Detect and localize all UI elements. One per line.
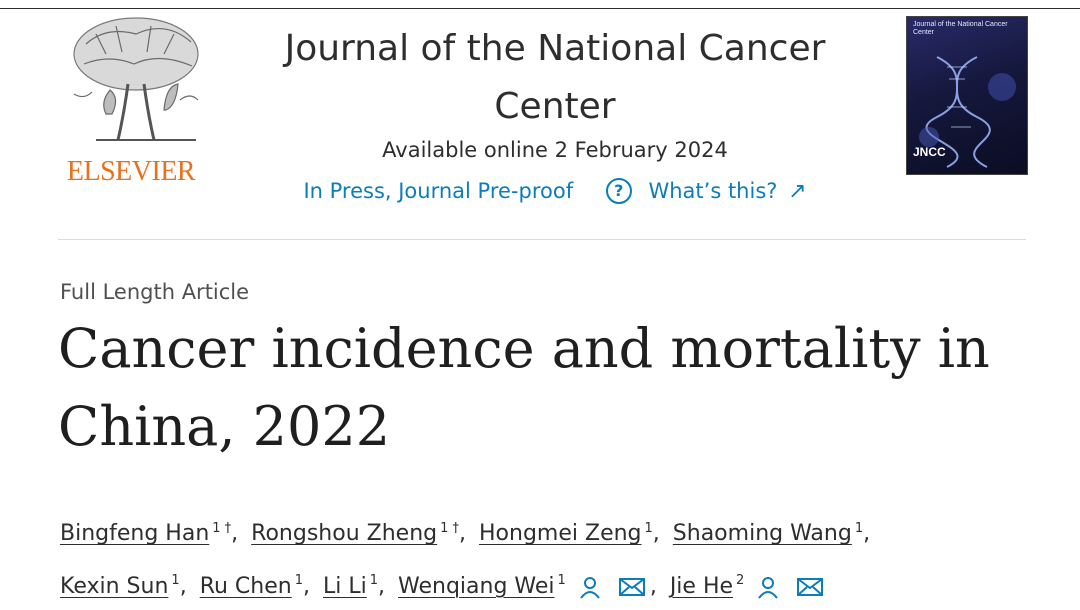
author-affiliation-marker[interactable]: 1 bbox=[171, 573, 180, 589]
author-link[interactable]: Jie He bbox=[669, 573, 734, 599]
separator: , bbox=[652, 521, 660, 547]
author-affiliation-marker[interactable]: 1 bbox=[854, 521, 864, 536]
author-affiliation-marker[interactable]: 1 bbox=[644, 521, 653, 536]
article-type: Full Length Article bbox=[60, 280, 250, 304]
separator: , bbox=[863, 521, 871, 547]
author-item: Ru Chen 1, bbox=[199, 573, 316, 599]
envelope-icon[interactable] bbox=[796, 576, 824, 598]
author-item: Hongmei Zeng 1, bbox=[479, 521, 666, 546]
journal-title[interactable]: Journal of the National Cancer Center bbox=[284, 28, 826, 127]
author-item: Bingfeng Han 1 †, bbox=[60, 521, 244, 546]
article-title: Cancer incidence and mortality in China,… bbox=[58, 317, 990, 458]
author-affiliation-marker[interactable]: 1 † bbox=[212, 521, 232, 536]
author-affiliation-marker[interactable]: 1 bbox=[369, 573, 379, 589]
elsevier-wordmark: ELSEVIER bbox=[66, 156, 196, 187]
status-row: In Press, Journal Pre-proof ? What’s thi… bbox=[255, 178, 855, 204]
author-item: Li Li 1, bbox=[323, 573, 391, 599]
author-link[interactable]: Kexin Sun bbox=[60, 573, 169, 599]
elsevier-logo[interactable]: ELSEVIER bbox=[56, 14, 206, 187]
author-link[interactable]: Hongmei Zeng bbox=[479, 521, 642, 547]
author-item: Shaoming Wang 1, bbox=[673, 521, 876, 546]
question-circle-icon[interactable]: ? bbox=[605, 178, 632, 204]
in-press-link[interactable]: In Press, Journal Pre-proof bbox=[303, 179, 574, 203]
author-affiliation-marker[interactable]: 2 bbox=[736, 573, 745, 589]
author-item: Wenqiang Wei 1 , bbox=[398, 573, 663, 600]
separator: , bbox=[303, 573, 310, 599]
tree-emblem-icon bbox=[73, 17, 199, 141]
person-icon[interactable] bbox=[755, 574, 781, 600]
author-link[interactable]: Ru Chen bbox=[199, 573, 292, 599]
top-rule bbox=[0, 8, 1080, 9]
author-affiliation-marker[interactable]: 1 bbox=[557, 573, 566, 589]
separator: , bbox=[649, 573, 657, 599]
journal-cover-thumbnail[interactable]: Journal of the National Cancer Center JN… bbox=[906, 16, 1028, 175]
dna-helix-art-icon bbox=[919, 56, 1016, 168]
separator: , bbox=[459, 521, 467, 547]
available-online-date: Available online 2 February 2024 bbox=[382, 138, 728, 162]
author-link[interactable]: Bingfeng Han bbox=[60, 521, 210, 547]
whats-this-link[interactable]: What’s this? bbox=[648, 179, 778, 203]
author-link[interactable]: Rongshou Zheng bbox=[251, 521, 438, 547]
header-divider bbox=[58, 239, 1026, 240]
author-item: Kexin Sun 1, bbox=[60, 573, 193, 599]
cover-journal-title: Journal of the National Cancer Center bbox=[913, 21, 1008, 36]
author-item: Jie He 2 bbox=[669, 573, 829, 600]
envelope-icon[interactable] bbox=[618, 576, 646, 598]
separator: , bbox=[231, 521, 239, 547]
author-link[interactable]: Shaoming Wang bbox=[672, 521, 852, 547]
author-link[interactable]: Li Li bbox=[323, 573, 367, 599]
author-affiliation-marker[interactable]: 1 † bbox=[440, 521, 460, 536]
author-link[interactable]: Wenqiang Wei bbox=[398, 573, 555, 599]
author-affiliation-marker[interactable]: 1 bbox=[294, 573, 303, 589]
author-item: Rongshou Zheng 1 †, bbox=[251, 521, 472, 546]
cover-label: JNCC bbox=[913, 145, 946, 159]
arrow-up-right-icon: ↗ bbox=[788, 178, 807, 204]
separator: , bbox=[378, 573, 386, 599]
person-icon[interactable] bbox=[577, 574, 603, 600]
author-list: Bingfeng Han 1 †, Rongshou Zheng 1 †, Hong… bbox=[60, 505, 1060, 610]
separator: , bbox=[179, 573, 187, 599]
